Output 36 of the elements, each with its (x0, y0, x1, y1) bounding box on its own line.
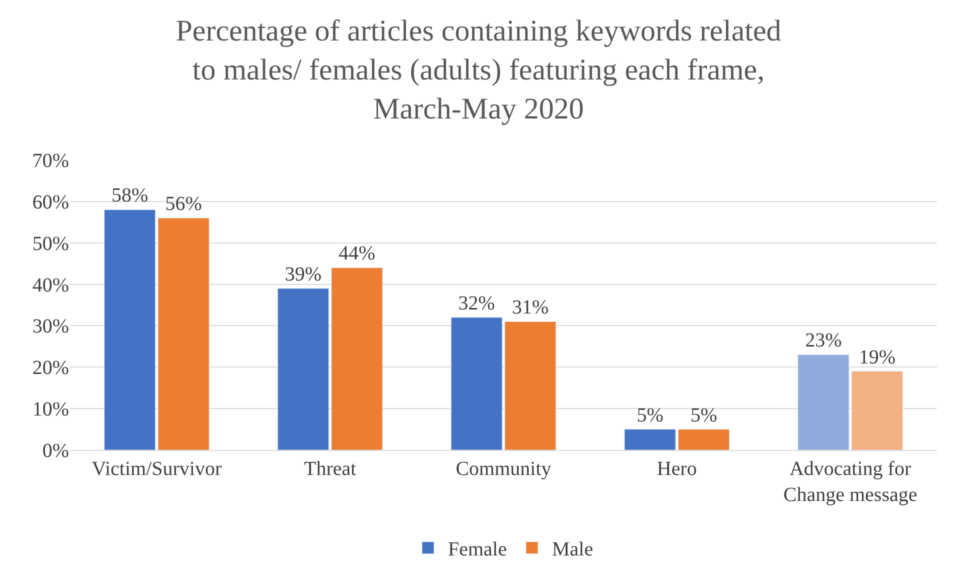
bar (678, 429, 730, 450)
bar (450, 317, 502, 450)
bar (158, 218, 210, 450)
bar (798, 354, 850, 450)
y-tick-label: 0% (42, 440, 69, 462)
y-tick-label: 60% (32, 191, 69, 214)
y-tick-label: 50% (32, 232, 69, 255)
bar (277, 288, 330, 450)
data-label: 5% (690, 404, 718, 426)
bar (624, 429, 676, 450)
bar (331, 267, 383, 450)
legend-label: Female (448, 538, 507, 561)
bar (851, 371, 903, 450)
x-tick-label: Victim/Survivor (92, 458, 222, 480)
data-label: 39% (284, 263, 322, 286)
y-tick-label: 10% (32, 398, 69, 421)
x-tick-label: Community (456, 458, 552, 480)
data-label: 5% (636, 404, 664, 426)
x-tick-label: Advocating for Change message (783, 458, 918, 506)
chart-title: Percentage of articles containing keywords related to males/ females (adults) featuring each frame, March-May 2020 (176, 14, 782, 126)
bar (104, 209, 156, 450)
data-label: 19% (858, 346, 896, 368)
y-tick-label: 40% (32, 274, 69, 296)
y-tick-label: 70% (32, 150, 69, 172)
data-label: 56% (165, 193, 202, 215)
data-label: 32% (458, 292, 495, 314)
legend-label: Male (552, 538, 594, 561)
data-label: 23% (805, 330, 842, 352)
data-label: 58% (111, 184, 148, 207)
y-tick-label: 30% (32, 316, 69, 338)
data-label: 31% (512, 296, 549, 319)
x-tick-label: Threat (304, 458, 357, 480)
bar (504, 321, 556, 450)
y-tick-label: 20% (32, 357, 69, 380)
data-label: 44% (338, 242, 376, 265)
x-tick-label: Hero (656, 458, 697, 480)
